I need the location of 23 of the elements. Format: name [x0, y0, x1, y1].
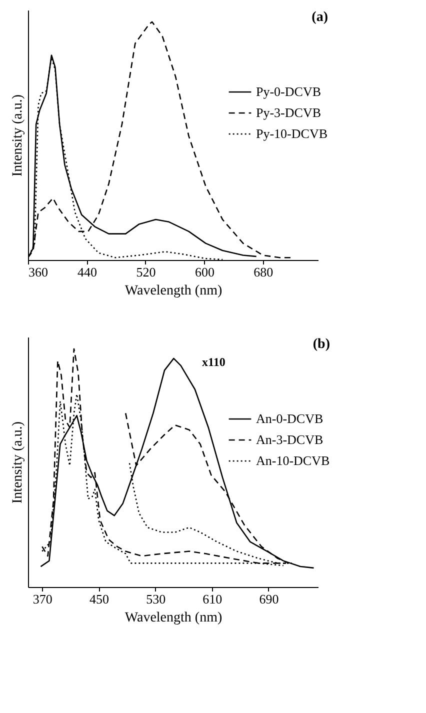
chart-title: (a)	[312, 10, 328, 25]
y-axis-title: Intensity (a.u.)	[10, 94, 26, 177]
legend-label: An-10-DCVB	[256, 453, 330, 468]
x-tick-label: 520	[136, 264, 156, 280]
x-tick-label: 610	[202, 592, 222, 606]
legend-label: An-3-DCVB	[256, 432, 324, 447]
x-tick-label: 440	[77, 264, 97, 280]
x-axis-title: Wavelength (nm)	[124, 284, 222, 298]
x-tick-label: 680	[254, 264, 274, 280]
legend-label: Py-0-DCVB	[256, 84, 322, 99]
chart-title: (b)	[312, 337, 330, 352]
legend-label: An-0-DCVB	[256, 411, 324, 426]
x-axis-title: Wavelength (nm)	[124, 610, 222, 626]
x-tick-label: 360	[28, 264, 48, 280]
y-axis-title: Intensity (a.u.)	[10, 421, 26, 504]
x-tick-label: 530	[146, 592, 166, 606]
x-tick-label: 690	[259, 592, 279, 606]
x-tick-label: 600	[194, 264, 214, 280]
legend-label: Py-10-DCVB	[256, 126, 328, 141]
legend-label: Py-3-DCVB	[256, 105, 322, 120]
annotation: x110	[202, 355, 226, 369]
x-tick-label: 370	[32, 592, 52, 606]
x-tick-label: 450	[89, 592, 109, 606]
